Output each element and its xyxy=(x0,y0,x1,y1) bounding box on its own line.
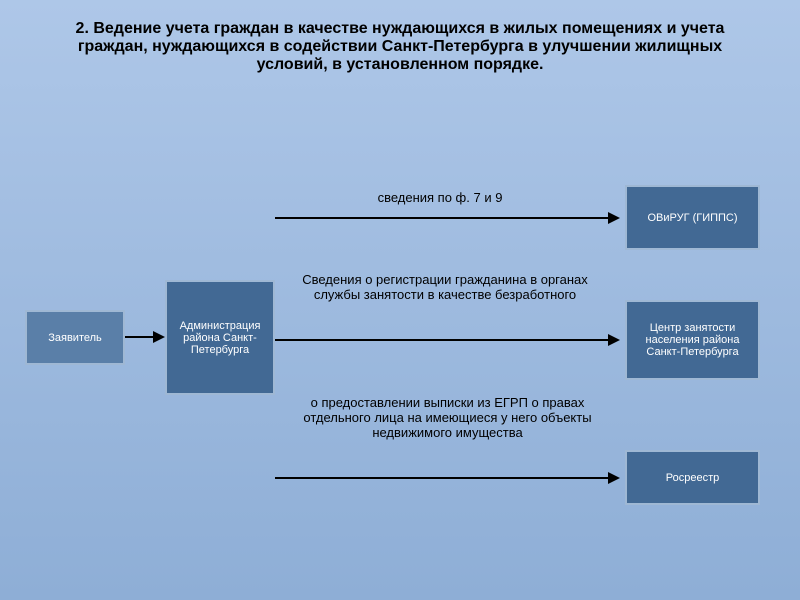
box-ovirug: ОВиРУГ (ГИППС) xyxy=(625,185,760,250)
arrow-label-employment: Сведения о регистрации гражданина в орга… xyxy=(290,272,600,302)
box-employment-label: Центр занятости населения района Санкт-П… xyxy=(631,322,754,358)
arrow-label-rosreestr: о предоставлении выписки из ЕГРП о права… xyxy=(280,395,615,440)
arrow-label-ovirug: сведения по ф. 7 и 9 xyxy=(300,190,580,205)
box-applicant: Заявитель xyxy=(25,310,125,365)
box-admin: Администрация района Санкт-Петербурга xyxy=(165,280,275,395)
box-ovirug-label: ОВиРУГ (ГИППС) xyxy=(647,212,737,224)
arrow-admin-ovirug xyxy=(275,217,610,219)
diagram-canvas: 2. Ведение учета граждан в качестве нужд… xyxy=(0,0,800,600)
arrow-applicant-admin xyxy=(125,336,155,338)
arrowhead-icon xyxy=(153,331,165,343)
box-applicant-label: Заявитель xyxy=(48,332,102,344)
box-employment: Центр занятости населения района Санкт-П… xyxy=(625,300,760,380)
box-rosreestr: Росреестр xyxy=(625,450,760,505)
arrow-admin-rosreestr xyxy=(275,477,610,479)
arrow-admin-employment xyxy=(275,339,610,341)
page-title: 2. Ведение учета граждан в качестве нужд… xyxy=(60,20,740,74)
arrowhead-icon xyxy=(608,334,620,346)
arrowhead-icon xyxy=(608,472,620,484)
box-rosreestr-label: Росреестр xyxy=(666,472,719,484)
arrowhead-icon xyxy=(608,212,620,224)
box-admin-label: Администрация района Санкт-Петербурга xyxy=(171,320,269,356)
